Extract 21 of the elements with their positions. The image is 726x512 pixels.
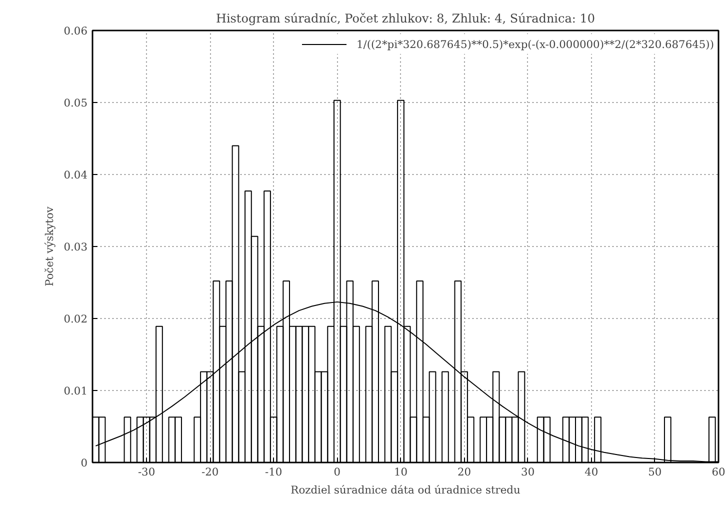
x-tick-label: 0	[334, 466, 341, 478]
x-tick-label: 50	[648, 466, 662, 478]
chart-title: Histogram súradníc, Počet zhlukov: 8, Zhluk: 4, Súradnica: 10	[216, 12, 596, 26]
y-tick-label: 0	[80, 456, 88, 470]
x-tick-label: 30	[521, 466, 535, 478]
x-axis-title: Rozdiel súradnice dáta od úradnice stredu	[290, 484, 520, 496]
x-tick-label: -10	[265, 466, 282, 478]
y-tick-label: 0.06	[64, 24, 88, 38]
y-tick-label: 0.05	[64, 96, 88, 110]
x-tick-label: 40	[584, 466, 598, 478]
y-tick-label: 0.04	[64, 168, 88, 182]
x-tick-label: -20	[201, 466, 219, 478]
y-tick-label: 0.02	[64, 312, 88, 326]
x-tick-label: -30	[138, 466, 156, 478]
y-tick-label: 0.01	[64, 384, 88, 398]
x-tick-label: 10	[394, 466, 408, 478]
y-axis-title: Počet výskytov	[42, 206, 56, 286]
x-tick-label: 60	[712, 466, 726, 478]
legend-label: 1/((2*pi*320.687645)**0.5)*exp(-(x-0.000000)**2/(2*320.687645))	[356, 38, 714, 50]
y-tick-label: 0.03	[64, 240, 88, 254]
x-tick-label: 20	[458, 466, 472, 478]
